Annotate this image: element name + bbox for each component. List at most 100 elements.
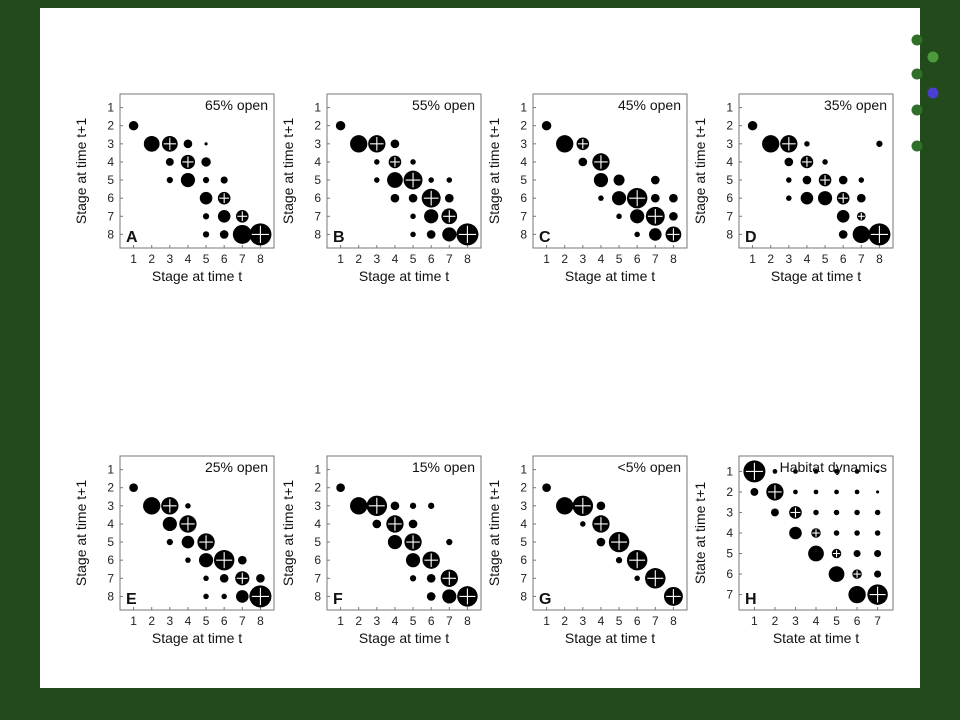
x-tick-label: 8 (670, 614, 677, 628)
x-axis-label: Stage at time t (359, 268, 449, 284)
y-tick-label: 2 (726, 119, 733, 133)
x-tick-label: 2 (355, 252, 362, 266)
plot-frame (119, 455, 275, 611)
bubble-marker (426, 230, 436, 239)
y-tick-label: 5 (520, 173, 527, 187)
bubble-marker (802, 175, 812, 185)
bubble-marker (772, 469, 778, 474)
x-tick-label: 2 (767, 252, 774, 266)
y-tick-label: 8 (314, 227, 321, 241)
y-tick-label: 7 (520, 209, 527, 223)
panel-letter: B (333, 229, 345, 246)
x-axis-label: Stage at time t (152, 630, 242, 646)
bubble-marker (556, 497, 574, 515)
bubble-marker (409, 502, 417, 509)
bubble-marker (217, 209, 231, 223)
bubble-marker (874, 570, 882, 578)
y-axis-label: Stage at time t+1 (280, 118, 296, 224)
bubble-marker (838, 175, 848, 185)
bubble-marker (185, 503, 191, 509)
bubble-marker (596, 537, 606, 547)
plot-frame (532, 455, 688, 611)
panel-title: <5% open (618, 459, 681, 475)
bubble-marker (648, 228, 662, 241)
x-tick-label: 1 (130, 252, 137, 266)
y-tick-label: 3 (726, 137, 733, 151)
y-tick-label: 6 (520, 553, 527, 567)
bubble-marker (853, 549, 861, 558)
y-tick-label: 3 (520, 137, 527, 151)
bubble-marker (444, 193, 454, 203)
y-tick-label: 6 (107, 191, 114, 205)
x-tick-label: 7 (874, 614, 881, 628)
bubble-marker (848, 585, 866, 604)
bubble-marker (615, 557, 623, 564)
plot-frame (326, 93, 482, 249)
y-tick-label: 4 (314, 517, 321, 531)
bubble-marker (616, 213, 622, 220)
x-tick-label: 4 (598, 614, 605, 628)
y-tick-label: 4 (726, 526, 733, 540)
y-tick-label: 2 (726, 485, 733, 499)
x-tick-label: 2 (561, 614, 568, 628)
y-tick-label: 6 (314, 553, 321, 567)
bubble-marker (854, 489, 860, 495)
y-tick-label: 8 (107, 589, 114, 603)
x-tick-label: 5 (410, 614, 417, 628)
x-tick-label: 7 (446, 614, 453, 628)
y-tick-label: 8 (314, 589, 321, 603)
bubble-marker (793, 469, 798, 474)
panel-title: 65% open (205, 97, 268, 113)
y-tick-label: 7 (107, 209, 114, 223)
bubble-marker (199, 191, 213, 205)
x-tick-label: 8 (876, 252, 883, 266)
bubble-marker (424, 209, 439, 224)
y-tick-label: 6 (107, 553, 114, 567)
bubble-marker (634, 575, 640, 582)
x-tick-label: 3 (785, 252, 792, 266)
panel-letter: D (745, 229, 757, 246)
x-tick-label: 4 (598, 252, 605, 266)
bubble-marker (446, 538, 453, 546)
x-tick-label: 1 (337, 614, 344, 628)
panel-letter: A (126, 229, 138, 246)
panel-title: Habitat dynamics (780, 459, 887, 475)
x-tick-label: 2 (148, 252, 155, 266)
bubble-marker (183, 139, 193, 149)
y-tick-label: 8 (107, 227, 114, 241)
bubble-marker (201, 157, 211, 167)
x-tick-label: 8 (464, 614, 471, 628)
bubble-marker (143, 135, 160, 152)
bubble-marker (786, 177, 792, 183)
bubble-marker (219, 573, 229, 583)
y-tick-label: 4 (520, 155, 527, 169)
bubble-marker (789, 526, 802, 540)
panel-letter: E (126, 591, 137, 608)
panel-title: 15% open (412, 459, 475, 475)
x-axis-label: State at time t (773, 630, 859, 646)
y-axis-label: State at time t+1 (692, 482, 708, 585)
x-tick-label: 8 (464, 252, 471, 266)
bubble-marker (202, 213, 210, 220)
bubble-marker (350, 497, 368, 515)
bubble-marker (834, 469, 839, 474)
x-tick-label: 3 (579, 252, 586, 266)
y-tick-label: 3 (314, 499, 321, 513)
bubble-marker (613, 174, 625, 186)
bubble-marker (442, 227, 457, 242)
x-tick-label: 3 (792, 614, 799, 628)
y-tick-label: 4 (520, 517, 527, 531)
panel-title: 45% open (618, 97, 681, 113)
bubble-marker (747, 120, 758, 131)
bubble-marker (762, 135, 780, 153)
bubble-marker (390, 193, 400, 203)
bubble-marker (198, 553, 214, 568)
y-axis-label: Stage at time t+1 (486, 480, 502, 586)
x-tick-label: 6 (854, 614, 861, 628)
bubble-marker (374, 177, 380, 183)
y-tick-label: 1 (726, 101, 733, 115)
x-tick-label: 6 (634, 252, 641, 266)
